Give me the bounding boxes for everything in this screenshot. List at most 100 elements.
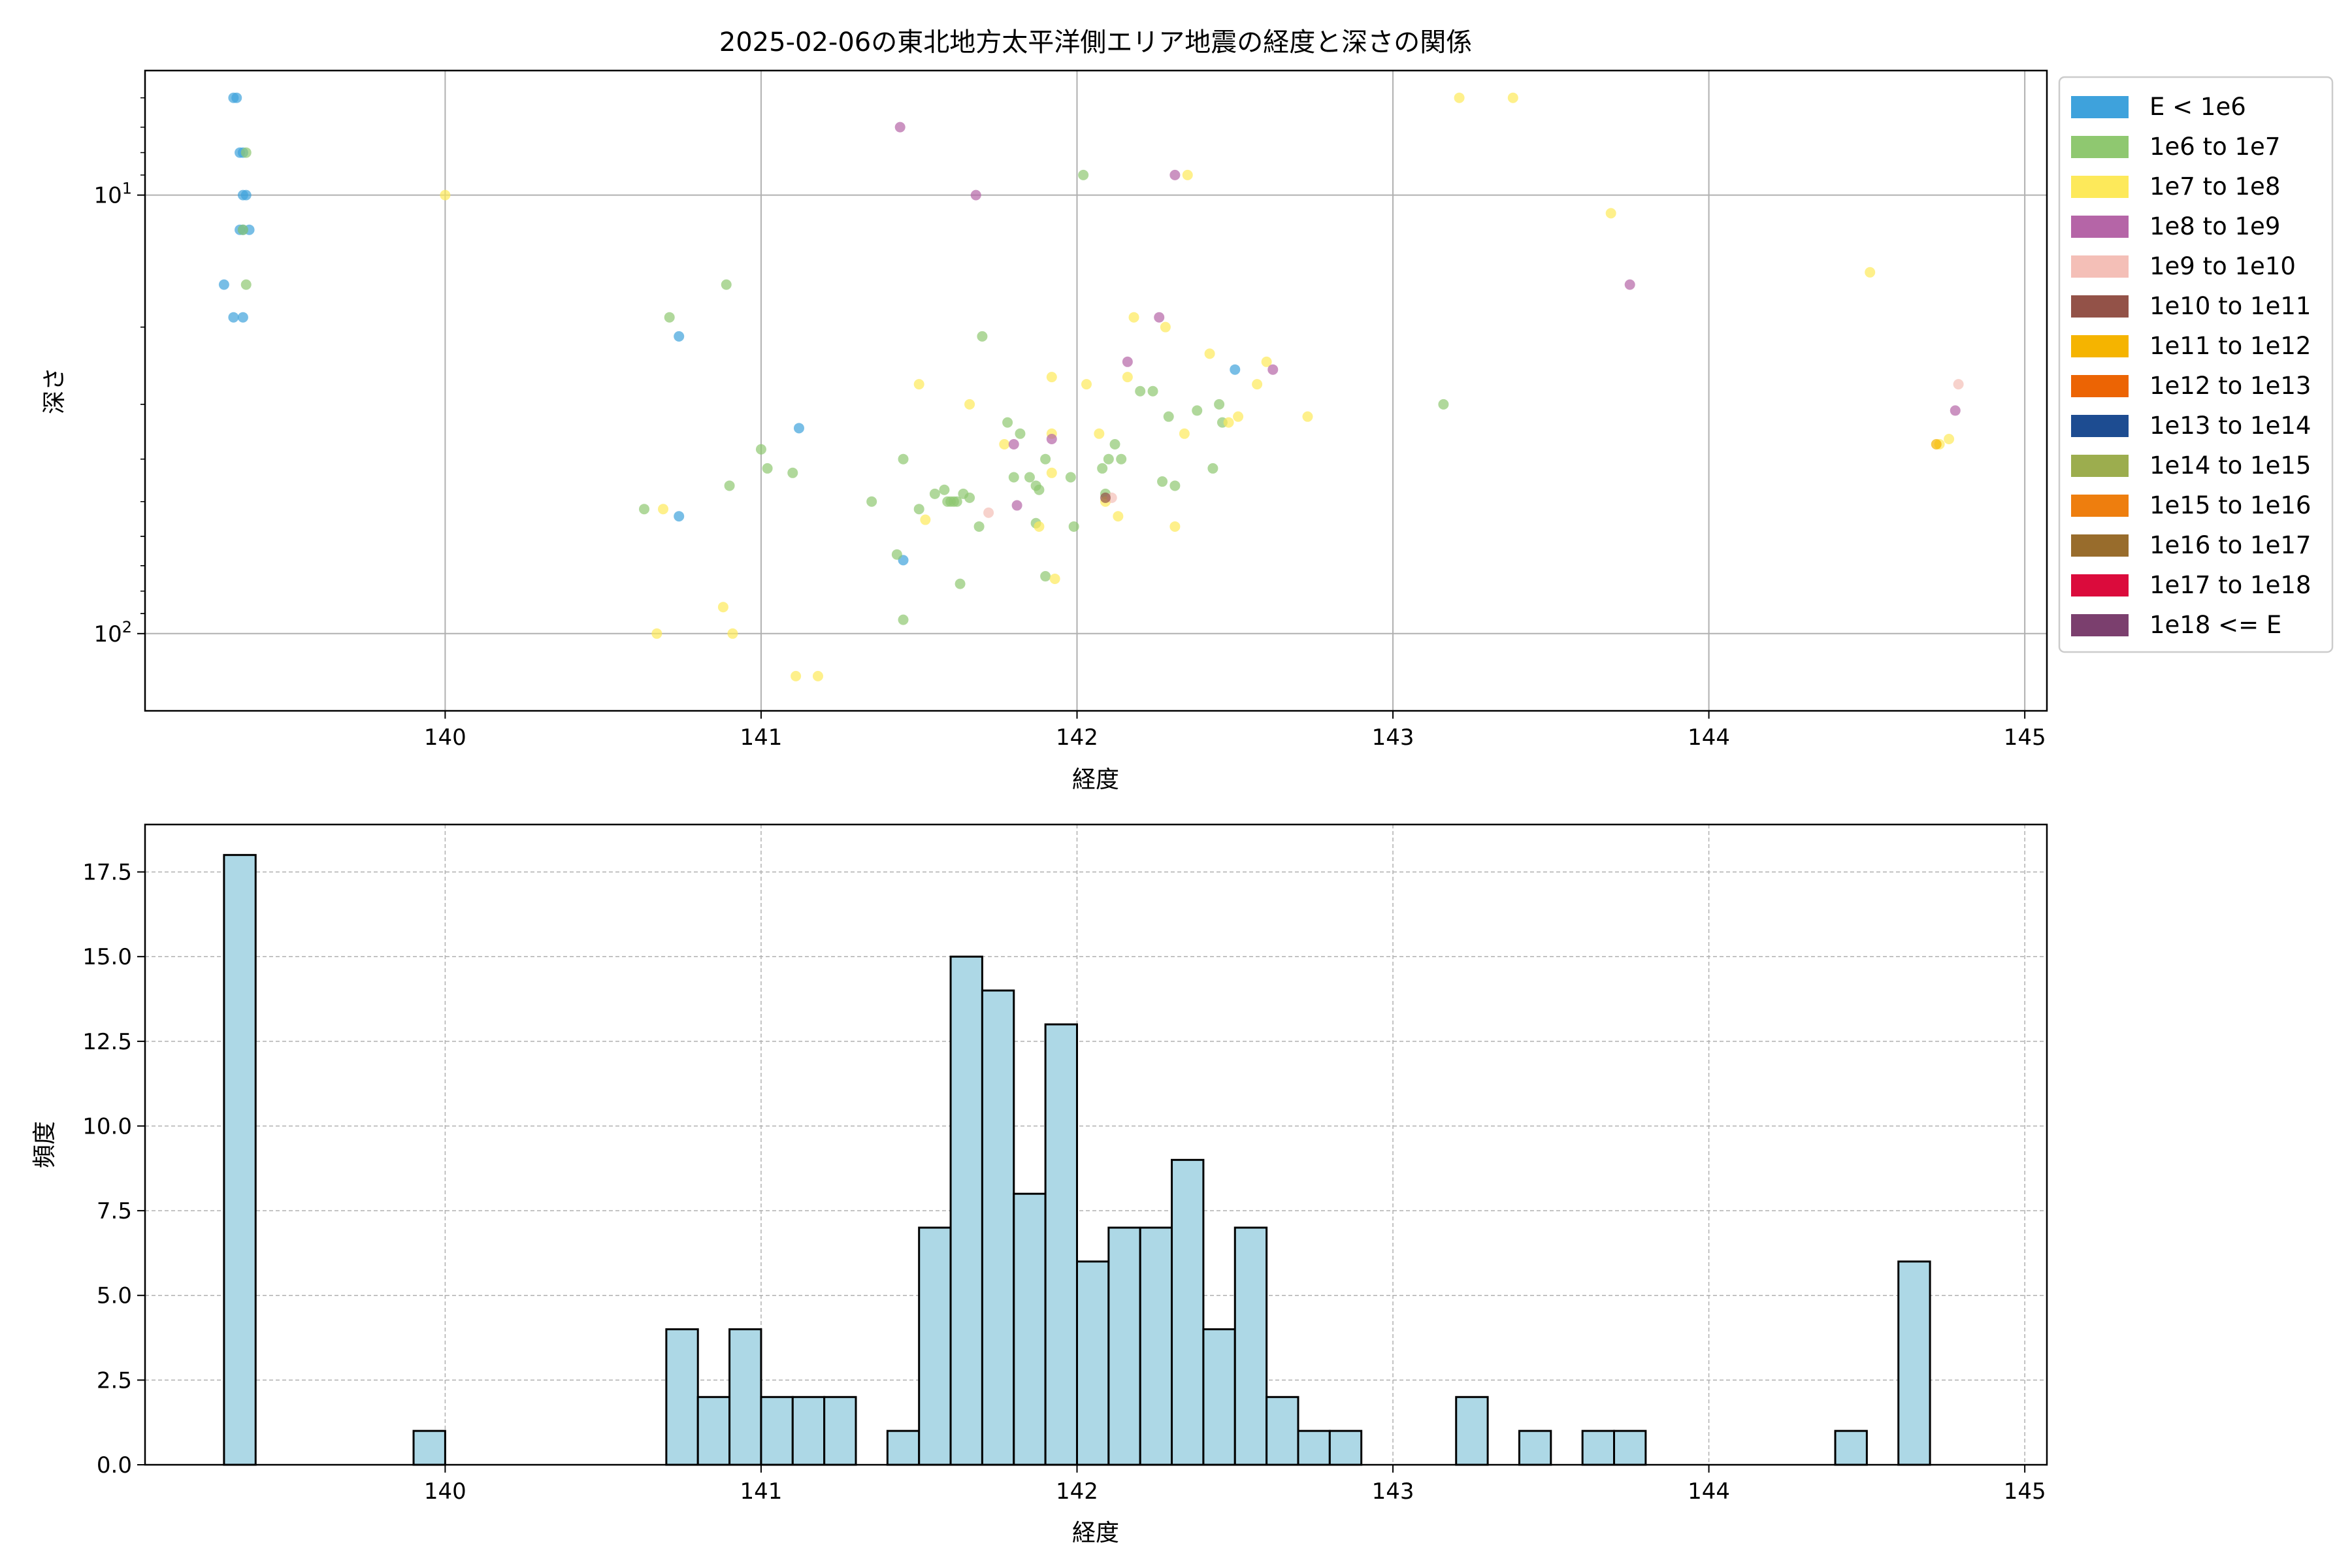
histogram-bar [1044, 1023, 1078, 1466]
histogram-bar [760, 1396, 794, 1466]
scatter-point [762, 463, 773, 474]
legend-label: 1e18 <= E [2149, 611, 2281, 639]
legend-label: 1e10 to 1e11 [2149, 292, 2311, 320]
scatter-point [1135, 385, 1146, 397]
scatter-point [1094, 428, 1105, 439]
histogram-bar [1107, 1226, 1141, 1466]
scatter-point [658, 504, 669, 515]
scatter-point [240, 147, 252, 158]
scatter-points [218, 92, 1964, 681]
histogram-x-tick-label: 143 [1372, 1478, 1414, 1505]
legend-label: 1e9 to 1e10 [2149, 252, 2296, 280]
scatter-point [1116, 453, 1127, 465]
scatter-point [1034, 484, 1045, 495]
scatter-point [913, 504, 924, 515]
histogram-bar [1455, 1396, 1489, 1466]
scatter-point [1078, 169, 1089, 180]
scatter-point [977, 331, 988, 342]
histogram-x-tick-label: 144 [1688, 1478, 1730, 1505]
histogram-bar [823, 1396, 857, 1466]
scatter-point [812, 670, 823, 681]
scatter-point [1015, 428, 1026, 439]
scatter-y-tick-label: 102 [93, 618, 132, 647]
scatter-title: 2025-02-06の東北地方太平洋側エリア地震の経度と深さの関係 [719, 27, 1472, 57]
scatter-point [1024, 472, 1035, 483]
scatter-point [1182, 169, 1193, 180]
legend-swatch [2071, 415, 2129, 437]
histogram-bar [1202, 1328, 1236, 1466]
scatter-point [1438, 399, 1449, 410]
scatter-point [1065, 472, 1076, 483]
scatter-point [1214, 399, 1225, 410]
scatter-point [1454, 92, 1465, 103]
legend-label: 1e16 to 1e17 [2149, 531, 2311, 559]
scatter-point [1192, 405, 1203, 416]
histogram-bar [223, 854, 257, 1466]
scatter-point [1046, 372, 1057, 383]
scatter-y-axis-label: 深さ [41, 367, 68, 414]
histogram-bar [949, 955, 983, 1466]
legend-swatch [2071, 455, 2129, 477]
histogram-bar [1897, 1260, 1931, 1466]
scatter-axes-frame [144, 69, 2048, 712]
histogram-bar [1581, 1429, 1616, 1466]
scatter-x-tick-label: 143 [1372, 725, 1414, 751]
scatter-point [920, 514, 931, 525]
scatter-x-axis-label: 経度 [1072, 766, 1119, 793]
scatter-point [1049, 573, 1060, 584]
scatter-x-tick-label: 144 [1688, 725, 1730, 751]
histogram-bar [1171, 1158, 1205, 1466]
scatter-point [231, 92, 242, 103]
legend-swatch [2071, 216, 2129, 238]
scatter-ticks: 140 141 142 143 144 145 101 102 [93, 97, 2046, 751]
legend-swatch [2071, 176, 2129, 198]
histogram-bar [1266, 1396, 1299, 1466]
histogram-bar [1233, 1226, 1268, 1466]
legend-swatch [2071, 534, 2129, 557]
scatter-point [983, 507, 994, 518]
histogram-x-tick-label: 142 [1056, 1478, 1098, 1505]
scatter-point [970, 189, 981, 201]
scatter-point [955, 578, 966, 589]
scatter-point [755, 444, 766, 455]
scatter-point [651, 628, 662, 639]
legend-label: 1e13 to 1e14 [2149, 412, 2311, 440]
scatter-point [1163, 411, 1174, 422]
scatter-point [1040, 453, 1051, 465]
scatter-point [1507, 92, 1518, 103]
scatter-point [674, 331, 685, 342]
scatter-point [1169, 480, 1181, 491]
histogram-x-tick-label: 145 [2004, 1478, 2046, 1505]
histogram-y-tick-label: 5.0 [97, 1283, 132, 1309]
scatter-point [891, 549, 902, 560]
scatter-point [237, 312, 248, 323]
scatter-point [951, 496, 962, 507]
scatter-point [1865, 267, 1876, 278]
histogram-bar [1613, 1429, 1647, 1466]
histogram-bar [918, 1226, 952, 1466]
scatter-point [898, 453, 909, 465]
scatter-point [999, 438, 1010, 449]
scatter-point [1097, 463, 1108, 474]
scatter-point [929, 488, 940, 499]
scatter-point [440, 189, 451, 201]
scatter-point [1122, 372, 1133, 383]
scatter-point [1103, 453, 1114, 465]
histogram-y-tick-label: 7.5 [97, 1198, 132, 1224]
histogram-x-tick-label: 140 [424, 1478, 466, 1505]
legend-swatch [2071, 136, 2129, 158]
legend-label: 1e17 to 1e18 [2149, 571, 2311, 599]
histogram-bar [696, 1396, 731, 1466]
scatter-point [1160, 321, 1171, 333]
scatter-point [237, 224, 248, 235]
scatter-legend: E < 1e6 1e6 to 1e7 1e7 to 1e8 1e8 to 1e9 1e9… [2058, 76, 2334, 653]
legend-label: 1e6 to 1e7 [2149, 133, 2280, 161]
scatter-point [898, 614, 909, 625]
scatter-point [240, 279, 252, 290]
scatter-point [1046, 467, 1057, 478]
scatter-x-tick-label: 145 [2004, 725, 2046, 751]
histogram-y-tick-label: 17.5 [82, 860, 132, 886]
histogram-bar [1013, 1192, 1047, 1466]
scatter-point [1109, 438, 1120, 449]
